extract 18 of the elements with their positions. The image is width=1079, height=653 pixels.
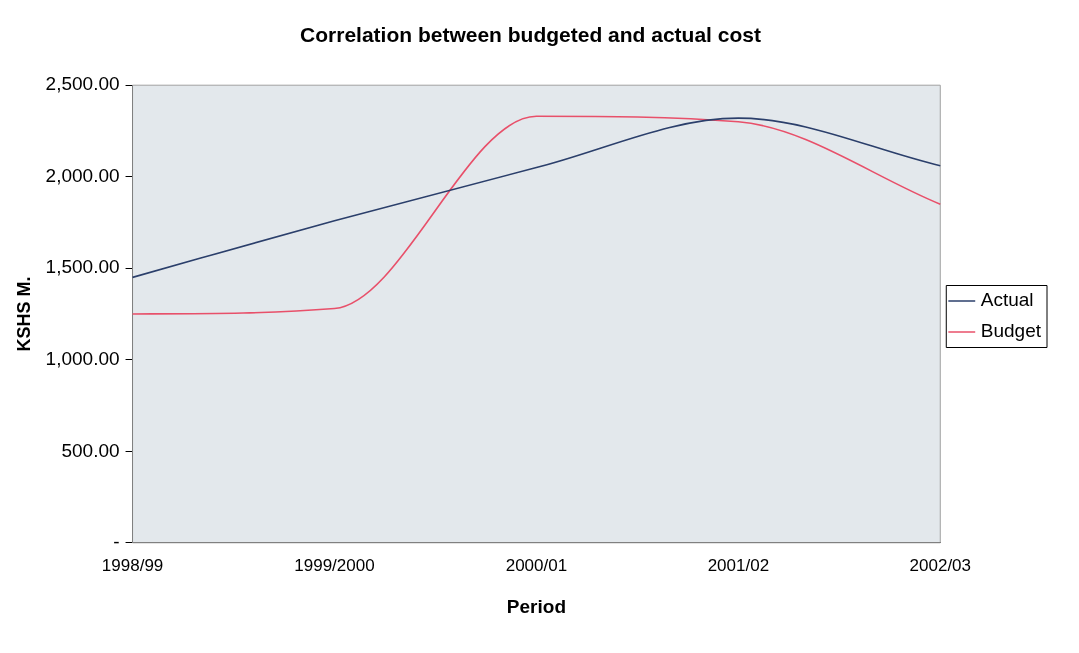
y-tick-label: 2,500.00 [45, 73, 120, 95]
line-series [131, 115, 942, 315]
legend-label: Actual [980, 289, 1034, 311]
y-tick-label: 2,000.00 [45, 164, 120, 186]
x-axis-title: Period [506, 595, 566, 617]
chart-title: Correlation between budgeted and actual cost [300, 23, 761, 47]
x-tick-label: 1999/2000 [294, 555, 375, 575]
x-tick-label: 1998/99 [101, 555, 164, 575]
y-tick-label: - [113, 531, 120, 553]
x-tick-label: 2001/02 [707, 555, 770, 575]
y-tick-label: 1,500.00 [45, 256, 120, 278]
x-tick-label: 2000/01 [505, 555, 568, 575]
x-tick-label: 2002/03 [909, 555, 972, 575]
line-series [131, 117, 942, 279]
y-axis-title: KSHS M. [13, 276, 34, 352]
y-tick-label: 500.00 [61, 439, 120, 461]
legend-label: Budget [980, 320, 1042, 342]
y-tick-label: 1,000.00 [45, 347, 120, 369]
